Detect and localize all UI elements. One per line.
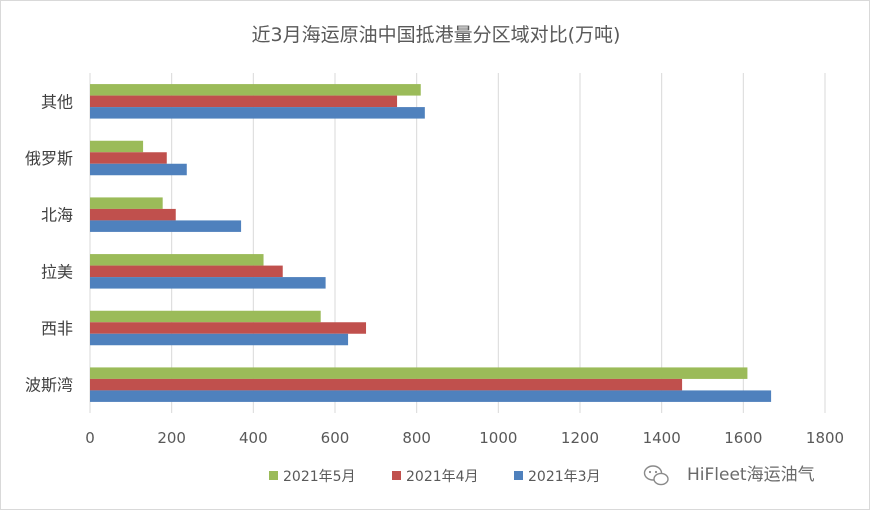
x-tick-labels: 0 200 400 600 800 1000 1200 1400 1600 1800: [85, 429, 844, 447]
bar: [90, 107, 425, 119]
category-label: 西非: [41, 319, 73, 338]
bar: [90, 333, 349, 346]
bar: [90, 277, 326, 289]
watermark-text: HiFleet海运油气: [687, 465, 815, 485]
category-label: 拉美: [41, 262, 73, 281]
bar: [90, 390, 772, 402]
x-tick-label: 1000: [479, 429, 517, 447]
bar: [90, 95, 398, 108]
legend-label: 2021年3月: [528, 469, 601, 485]
legend-label: 2021年5月: [283, 469, 356, 485]
wechat-icon: [643, 465, 669, 486]
category-label: 俄罗斯: [25, 149, 73, 168]
legend-swatch: [392, 471, 401, 480]
legend: 2021年5月 2021年4月 2021年3月: [269, 469, 601, 485]
x-tick-label: 600: [321, 429, 350, 447]
x-tick-label: 200: [157, 429, 186, 447]
category-label: 波斯湾: [25, 376, 73, 395]
bar: [90, 197, 163, 209]
legend-label: 2021年4月: [406, 469, 479, 485]
legend-swatch: [269, 471, 278, 480]
x-tick-label: 1800: [806, 429, 844, 447]
x-tick-label: 1200: [561, 429, 599, 447]
x-tick-label: 0: [85, 429, 95, 447]
bar: [90, 265, 283, 278]
bar: [90, 220, 242, 232]
category-label: 其他: [41, 92, 73, 111]
bars: [90, 84, 772, 402]
x-tick-label: 1400: [643, 429, 681, 447]
bar: [90, 84, 421, 96]
legend-swatch: [514, 471, 523, 480]
x-tick-label: 1600: [724, 429, 762, 447]
bar: [90, 208, 176, 221]
bar: [90, 254, 264, 266]
gridlines: [89, 73, 826, 413]
bar: [90, 322, 367, 334]
x-tick-label: 800: [402, 429, 431, 447]
bar: [90, 152, 167, 164]
category-label: 北海: [41, 206, 73, 225]
chart-title: 近3月海运原油中国抵港量分区域对比(万吨): [252, 24, 621, 46]
bar: [90, 367, 748, 379]
x-tick-label: 400: [239, 429, 268, 447]
bar: [90, 310, 321, 323]
bar: [90, 163, 187, 176]
watermark: HiFleet海运油气: [643, 465, 815, 486]
bar: [90, 140, 144, 153]
bar: [90, 378, 683, 391]
